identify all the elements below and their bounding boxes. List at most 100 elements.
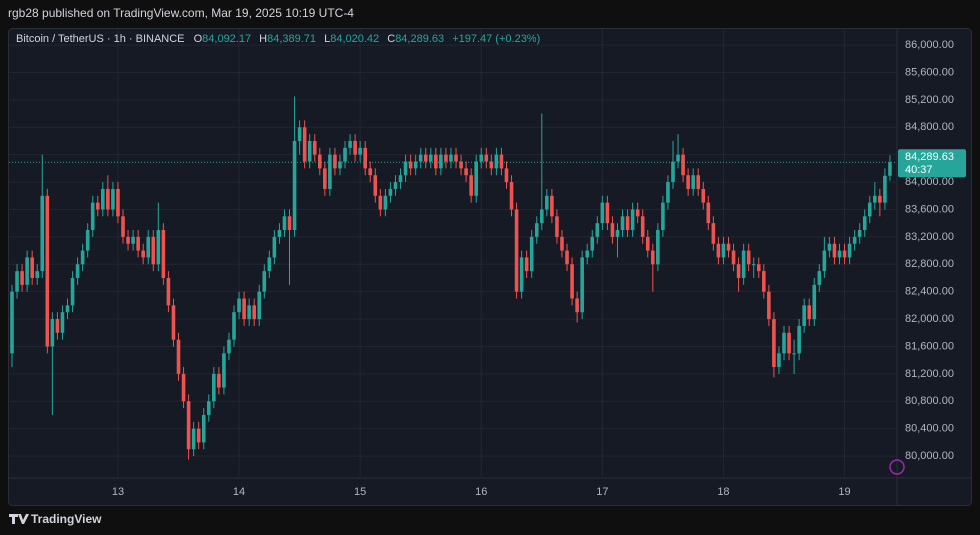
candle-body — [635, 209, 640, 217]
chart-panel — [8, 28, 972, 506]
candle-body — [469, 175, 473, 196]
candle-body — [297, 127, 302, 141]
legend-value: 84,092.17 — [202, 33, 251, 45]
candle-body — [509, 182, 514, 210]
candle-body — [277, 230, 282, 237]
candle-body — [651, 250, 655, 265]
legend-value: 84,020.42 — [330, 33, 379, 45]
indicator-icon[interactable] — [889, 459, 905, 475]
brand: TradingView — [31, 512, 102, 526]
candle-body — [595, 223, 600, 237]
symbol: Bitcoin / TetherUS · 1h · BINANCE — [16, 33, 185, 45]
candle-body — [807, 305, 812, 320]
candle-body — [60, 312, 65, 333]
candle-body — [156, 230, 161, 265]
candle-body — [474, 161, 479, 196]
candle-body — [186, 401, 191, 450]
candle-body — [504, 168, 509, 183]
candle-body — [550, 195, 554, 217]
candle-body — [191, 428, 196, 450]
candle-body — [777, 353, 781, 368]
candle-body — [782, 332, 786, 354]
candle-body — [353, 140, 357, 155]
candle-body — [645, 236, 650, 251]
candle-body — [812, 284, 817, 320]
y-tick-label: 84,800.00 — [905, 121, 954, 133]
candle-body — [817, 271, 822, 285]
publisher: rgb28 published on TradingView.com, Mar … — [8, 6, 354, 20]
candle-body — [802, 305, 806, 326]
candle-body — [267, 257, 272, 272]
candle-body — [25, 257, 29, 285]
candle-body — [767, 291, 771, 320]
candle-body — [822, 250, 827, 272]
candle-body — [201, 414, 206, 443]
candle-body — [85, 230, 90, 251]
candle-body — [307, 140, 312, 162]
candle-body — [555, 216, 559, 237]
candle-body — [388, 188, 393, 196]
candle-body — [499, 154, 504, 169]
candle-body — [50, 319, 55, 347]
candle-body — [151, 236, 156, 265]
candle-body — [287, 216, 292, 231]
candle-body — [428, 154, 433, 162]
candle-body — [620, 216, 625, 231]
candle-body — [413, 161, 418, 169]
labels: 80,000.00 80,400.00 80,800.00 81,200.00 81,6… — [112, 39, 966, 498]
candle-body — [736, 264, 741, 278]
candle-body — [524, 257, 529, 272]
candle-body — [459, 161, 463, 169]
candle-body — [222, 353, 226, 388]
candle-body — [80, 250, 85, 265]
x-tick-label: 18 — [717, 486, 729, 498]
candle-body — [141, 250, 145, 258]
x-tick-label: 13 — [112, 486, 124, 498]
candle-body — [358, 147, 362, 155]
candle-body — [368, 168, 373, 176]
x-tick-label: 19 — [838, 486, 850, 498]
candle-body — [181, 373, 186, 402]
candle-body — [706, 202, 711, 224]
y-tick-label: 80,400.00 — [905, 423, 954, 435]
candle-body — [580, 257, 584, 313]
candle-body — [686, 175, 690, 189]
candle-body — [35, 271, 40, 278]
candle-body — [121, 216, 125, 237]
candle-body — [847, 243, 852, 258]
candle-body — [661, 202, 665, 231]
candle-body — [257, 291, 262, 320]
candle-body — [873, 195, 877, 203]
candle-body — [338, 161, 342, 169]
candle-body — [671, 161, 675, 183]
candle-body — [696, 175, 701, 189]
candle-body — [90, 202, 95, 231]
candle-body — [610, 223, 615, 237]
candle-body — [348, 140, 352, 148]
candle-body — [883, 175, 887, 203]
candle-body — [741, 250, 746, 278]
candle-body — [333, 154, 337, 169]
candle-body — [423, 154, 428, 162]
candle-body — [20, 271, 24, 285]
candle-body — [95, 202, 100, 210]
candle-body — [206, 401, 211, 415]
candle-body — [111, 188, 115, 210]
candle-body — [540, 209, 544, 224]
candle-body — [827, 243, 832, 251]
candle-body — [373, 175, 378, 196]
last-price-label: 84,289.63 — [905, 151, 954, 163]
candle-body — [282, 216, 287, 231]
candle-body — [212, 373, 216, 402]
candle-body — [570, 264, 574, 299]
candle-body — [116, 188, 120, 217]
candle-body — [75, 264, 80, 278]
countdown: 40:37 — [905, 164, 933, 176]
candle-body — [787, 332, 791, 354]
candle-body — [10, 291, 14, 354]
candle-body — [837, 250, 842, 258]
candle-body — [656, 230, 660, 265]
candle-body — [247, 305, 251, 320]
candle-body — [161, 230, 166, 278]
